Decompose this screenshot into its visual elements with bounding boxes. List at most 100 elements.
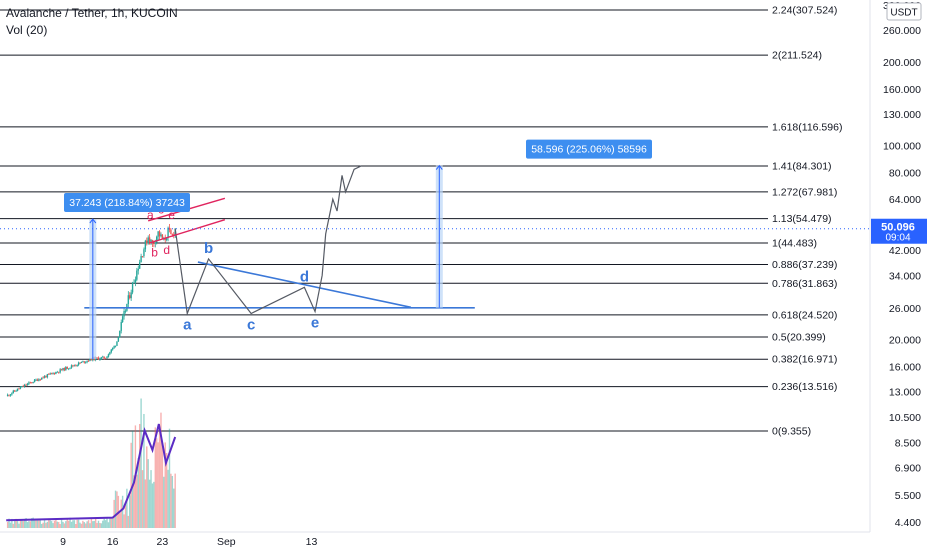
volume-bar [52, 523, 54, 528]
volume-bar [94, 518, 97, 528]
volume-bar [147, 459, 149, 528]
wave-label-b: b [204, 240, 213, 257]
pink-channel-lower[interactable] [149, 219, 226, 244]
candle-body [73, 365, 76, 367]
y-tick-label: 5.500 [895, 490, 921, 502]
small-wave-label-a: a [147, 208, 154, 222]
measure-arrowhead-1 [89, 218, 97, 224]
candle-body [127, 295, 130, 304]
candle-body [160, 234, 162, 237]
candle-body [35, 379, 37, 381]
candle-body [46, 374, 49, 378]
volume-bar [55, 518, 57, 528]
volume-bar [154, 427, 156, 528]
volume-bar [70, 521, 73, 528]
candle-body [90, 358, 93, 361]
volume-bar [141, 470, 144, 528]
candle-body [107, 354, 110, 357]
volume-bar [29, 521, 32, 528]
measure-arrowhead-2 [435, 164, 443, 170]
candle-body [76, 364, 78, 366]
y-tick-label: 34.000 [889, 270, 921, 282]
candle-body [11, 393, 13, 395]
volume-bar [11, 518, 13, 528]
volume-bar [16, 520, 19, 528]
volume-bar [165, 452, 168, 528]
candle-body [42, 377, 44, 379]
volume-bar [102, 520, 104, 528]
volume-bar [49, 520, 51, 528]
candle-body [80, 361, 83, 363]
bar-countdown: 09:04 [885, 233, 910, 244]
candle-body [124, 310, 127, 312]
candle-body [109, 352, 111, 355]
volume-bar [97, 520, 100, 528]
volume-bar [31, 518, 33, 528]
candle-body [32, 382, 34, 384]
fib-level-label: 0.5(20.399) [772, 332, 826, 344]
candle-body [14, 390, 16, 392]
y-axis: 320.000260.000200.000160.000130.000100.0… [869, 0, 922, 532]
x-tick-label: 13 [306, 536, 318, 548]
candle-body [87, 360, 90, 362]
volume-bar [170, 473, 172, 528]
candle-body [72, 365, 74, 367]
candle-body [6, 394, 9, 397]
candle-body [31, 382, 33, 384]
volume-bar [150, 470, 152, 528]
volume-bar [35, 520, 37, 528]
volume-bar [36, 519, 39, 528]
volume-bar [26, 522, 29, 528]
volume-bar [85, 523, 87, 528]
projected-path[interactable] [174, 165, 362, 316]
candle-body [102, 356, 104, 358]
candle-body [165, 237, 168, 241]
candle-body [130, 292, 132, 299]
candle-body [137, 268, 139, 271]
volume-bar [83, 522, 85, 528]
candle-body [26, 383, 29, 386]
volume-ma [6, 423, 177, 522]
currency-badge[interactable] [886, 2, 922, 21]
volume-bar [41, 523, 43, 528]
candle-body [75, 365, 77, 367]
candle-body [154, 242, 156, 244]
volume-bar [109, 517, 111, 528]
fib-level-label: 0.236(13.516) [772, 381, 837, 393]
volume-bar [66, 518, 68, 528]
volume-bar [113, 499, 115, 528]
candle-body [52, 372, 54, 374]
candle-body [12, 390, 14, 394]
x-tick-label: 16 [107, 536, 119, 548]
candle-body [43, 376, 46, 378]
volume-bar [63, 523, 66, 528]
volume-bar [100, 523, 103, 528]
volume-bar [129, 495, 131, 528]
volume-bar [151, 483, 154, 528]
candle-body [136, 270, 138, 280]
volume-histogram [6, 398, 176, 528]
volume-bar [140, 398, 142, 528]
volume-bar [138, 423, 141, 528]
candle-body [113, 346, 115, 348]
volume-bar [82, 520, 84, 528]
volume-bar [8, 518, 10, 528]
candle-body [153, 243, 155, 245]
volume-bar [146, 446, 148, 528]
triangle-upper-line[interactable] [197, 261, 412, 309]
candle-body [158, 231, 161, 237]
last-price-tag[interactable] [871, 218, 927, 244]
candle-body [16, 388, 19, 391]
candle-body [15, 390, 17, 392]
x-tick-label: 9 [60, 536, 66, 548]
volume-bar [167, 469, 169, 528]
x-axis: 9 16 23 Sep 13 [0, 531, 870, 548]
volume-bar [18, 523, 20, 528]
candle-body [41, 377, 43, 380]
fibonacci-extension: 2.24(307.524) 2(211.524) 1.618(116.596) 1.4… [0, 5, 842, 438]
volume-bar [103, 518, 105, 528]
candle-body [104, 358, 107, 360]
